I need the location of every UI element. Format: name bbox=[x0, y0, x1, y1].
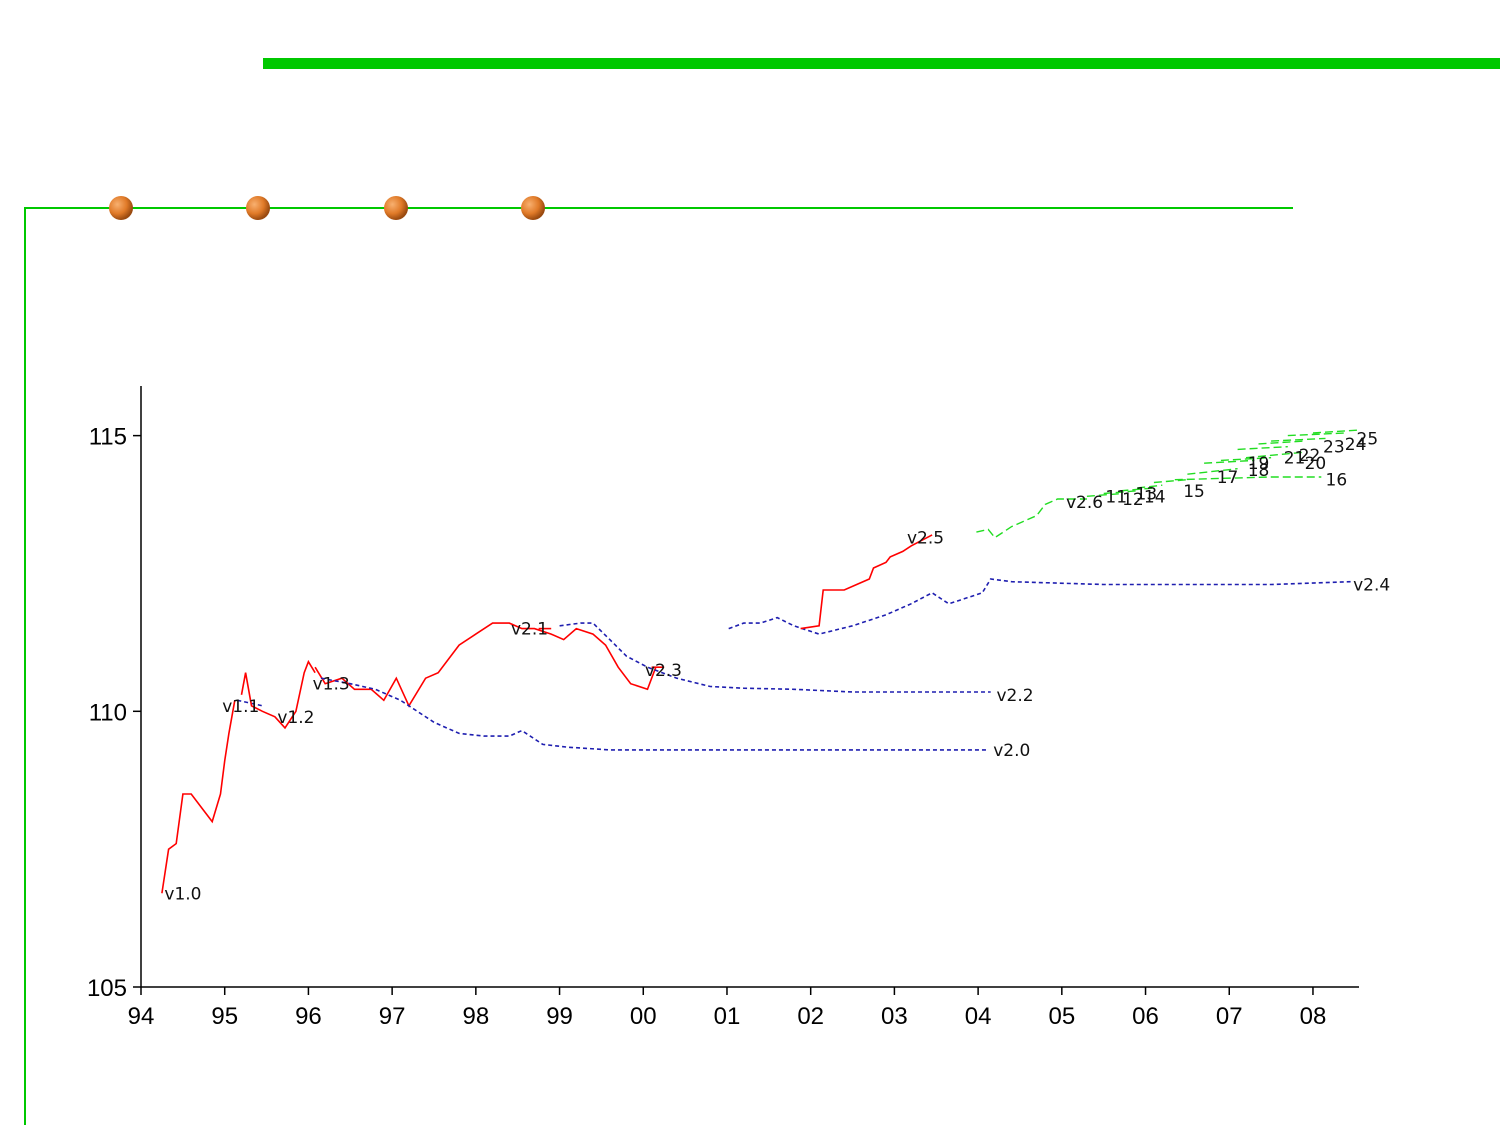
x-tick-label: 97 bbox=[379, 1003, 406, 1030]
series-label: 18 bbox=[1248, 461, 1270, 481]
series-line bbox=[1287, 432, 1347, 437]
x-tick-label: 95 bbox=[211, 1003, 238, 1030]
series-label: 12 bbox=[1122, 490, 1144, 510]
top-accent-bar bbox=[263, 58, 1500, 69]
bullet-dot-4 bbox=[521, 196, 545, 220]
series-line bbox=[1258, 440, 1305, 445]
bullet-dot-1 bbox=[109, 196, 133, 220]
series-label: 14 bbox=[1144, 487, 1166, 507]
series-label: v2.6 bbox=[1066, 493, 1103, 513]
series-label: 11 bbox=[1105, 487, 1127, 507]
series-label: 24 bbox=[1345, 435, 1367, 455]
x-tick-label: 05 bbox=[1048, 1003, 1075, 1030]
x-tick-label: 00 bbox=[630, 1003, 657, 1030]
x-tick-label: 99 bbox=[546, 1003, 573, 1030]
series-label: v2.2 bbox=[997, 686, 1034, 706]
y-tick-label: 115 bbox=[89, 424, 127, 451]
series-line bbox=[161, 700, 236, 894]
series-label: v2.0 bbox=[993, 741, 1030, 761]
x-tick-label: 96 bbox=[295, 1003, 322, 1030]
axis-ticks: 94 95 96 97 98 99 00 01 02 03 04 05 06 07 08 105 110 115 bbox=[87, 424, 1326, 1030]
series-line bbox=[237, 699, 263, 707]
series-label: 13 bbox=[1136, 485, 1158, 505]
series-lines bbox=[161, 429, 1360, 894]
series-label: 23 bbox=[1323, 438, 1345, 458]
series-label: v1.0 bbox=[164, 884, 201, 904]
series-label: 19 bbox=[1248, 454, 1270, 474]
series-label: v2.1 bbox=[511, 620, 548, 640]
series-line bbox=[320, 677, 989, 751]
series-label: v1.2 bbox=[277, 708, 314, 728]
series-label: v2.4 bbox=[1353, 576, 1390, 596]
x-tick-label: 01 bbox=[714, 1003, 741, 1030]
series-labels: v1.0 v1.1 v1.2 v1.3 v2.0 v2.1 v2.2 v2.3 v2.4 v2.5… bbox=[164, 429, 1390, 904]
x-tick-label: 94 bbox=[128, 1003, 155, 1030]
series-line bbox=[1086, 492, 1123, 497]
series-label: v1.3 bbox=[313, 675, 350, 695]
series-line bbox=[728, 578, 1351, 635]
series-label: 22 bbox=[1299, 446, 1321, 466]
series-label: 25 bbox=[1357, 429, 1379, 449]
x-tick-label: 03 bbox=[881, 1003, 908, 1030]
x-tick-label: 08 bbox=[1300, 1003, 1327, 1030]
y-tick-label: 105 bbox=[87, 975, 127, 1002]
series-line bbox=[1271, 437, 1326, 442]
x-tick-label: 02 bbox=[797, 1003, 824, 1030]
series-line bbox=[1187, 468, 1238, 475]
series-line bbox=[1120, 487, 1154, 492]
series-line bbox=[1103, 490, 1138, 495]
series-line bbox=[1220, 457, 1272, 462]
x-tick-label: 98 bbox=[462, 1003, 489, 1030]
series-line bbox=[1237, 446, 1288, 451]
series-label: 16 bbox=[1326, 471, 1348, 491]
x-tick-label: 06 bbox=[1132, 1003, 1159, 1030]
x-tick-label: 04 bbox=[965, 1003, 992, 1030]
series-line bbox=[559, 622, 991, 693]
series-line bbox=[1204, 459, 1255, 464]
series-line bbox=[976, 498, 1087, 539]
series-line bbox=[314, 622, 657, 708]
series-label: v2.3 bbox=[645, 661, 682, 681]
series-label: v1.1 bbox=[222, 697, 259, 717]
series-label: v2.5 bbox=[907, 529, 944, 549]
y-tick-label: 110 bbox=[89, 699, 127, 726]
series-line bbox=[1245, 451, 1305, 459]
series-line bbox=[1174, 476, 1322, 481]
bullet-dot-3 bbox=[384, 196, 408, 220]
chart-axes bbox=[140, 386, 1359, 988]
series-label: 15 bbox=[1183, 482, 1205, 502]
series-label: 20 bbox=[1305, 454, 1327, 474]
series-label: 17 bbox=[1217, 468, 1239, 488]
series-line bbox=[1137, 484, 1163, 489]
series-line bbox=[240, 659, 316, 730]
series-line bbox=[800, 534, 933, 630]
bullet-dot-2 bbox=[246, 196, 270, 220]
series-label: 21 bbox=[1284, 449, 1306, 469]
x-tick-label: 07 bbox=[1216, 1003, 1243, 1030]
series-line bbox=[1312, 429, 1360, 434]
